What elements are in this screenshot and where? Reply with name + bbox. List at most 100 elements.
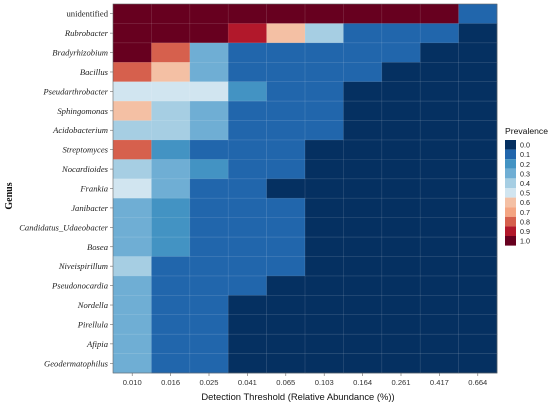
heatmap-cell (458, 159, 498, 180)
heatmap-cell (420, 275, 459, 296)
heatmap-cell (420, 120, 459, 141)
x-tick-label: 0.417 (430, 378, 449, 387)
heatmap-cell (420, 81, 459, 102)
heatmap-cell (151, 198, 191, 218)
heatmap-cell (228, 4, 267, 24)
heatmap-cell (420, 42, 459, 63)
heatmap-cell (305, 4, 344, 24)
heatmap-cell (343, 120, 383, 141)
heatmap-cell (458, 256, 498, 277)
heatmap-cell (189, 23, 229, 44)
heatmap-cell (458, 23, 498, 44)
heatmap-cell (420, 217, 459, 238)
y-tick-label: Nordella (77, 300, 108, 310)
heatmap-cell (343, 295, 383, 316)
heatmap-cell (266, 42, 306, 63)
heatmap-cell (343, 217, 383, 238)
heatmap-cell (343, 237, 383, 257)
heatmap-cell (113, 159, 152, 180)
heatmap-cell (305, 23, 344, 44)
x-tick-label: 0.016 (161, 378, 180, 387)
heatmap-cell (228, 217, 267, 238)
heatmap-cell (343, 159, 383, 180)
heatmap-cell (420, 256, 459, 277)
heatmap-cell (189, 101, 229, 121)
heatmap-cell (189, 314, 229, 335)
heatmap-cell (381, 101, 421, 121)
heatmap-cell (381, 42, 421, 63)
legend-title: Prevalence (505, 126, 548, 136)
heatmap-cell (189, 178, 229, 199)
heatmap-cell (381, 295, 421, 316)
heatmap-cell (151, 159, 191, 180)
heatmap-cell (420, 314, 459, 335)
heatmap-cell (305, 217, 344, 238)
heatmap-cell (381, 198, 421, 218)
y-tick-label: Pirellula (77, 319, 108, 329)
heatmap-cell (458, 237, 498, 257)
legend-swatch (505, 207, 516, 217)
heatmap-cell (266, 101, 306, 121)
heatmap-cell (381, 314, 421, 335)
heatmap-cell (151, 101, 191, 121)
heatmap-cell (420, 159, 459, 180)
heatmap-cell (151, 178, 191, 199)
heatmap-cell (189, 159, 229, 180)
legend-swatch (505, 236, 516, 246)
y-tick-label: Nocardioides (61, 164, 109, 174)
heatmap-cell (189, 139, 229, 160)
heatmap-cell (266, 295, 306, 316)
heatmap-cell (266, 353, 306, 374)
heatmap-cell (228, 42, 267, 63)
heatmap-cell (381, 353, 421, 374)
heatmap-cell (113, 178, 152, 199)
heatmap-cell (151, 23, 191, 44)
heatmap-cell (305, 275, 344, 296)
heatmap-cell (420, 237, 459, 257)
heatmap-cell (458, 334, 498, 354)
heatmap-cell (151, 237, 191, 257)
heatmap-cell (305, 295, 344, 316)
heatmap-cell (189, 42, 229, 63)
y-tick-label: Geodermatophilus (44, 358, 109, 368)
heatmap-cell (381, 62, 421, 82)
heatmap-cell (266, 62, 306, 82)
heatmap-cell (189, 120, 229, 141)
heatmap-cell (381, 159, 421, 180)
x-tick-label: 0.025 (199, 378, 218, 387)
heatmap-cell (151, 295, 191, 316)
heatmap-cell (228, 275, 267, 296)
heatmap-cell (458, 139, 498, 160)
heatmap-cell (420, 295, 459, 316)
heatmap-cell (381, 275, 421, 296)
heatmap-cell (189, 62, 229, 82)
y-tick-label: Bosea (87, 242, 108, 252)
heatmap-cell (381, 120, 421, 141)
heatmap-cell (228, 23, 267, 44)
legend-label: 1.0 (520, 237, 530, 246)
heatmap-cell (343, 256, 383, 277)
heatmap-cell (305, 81, 344, 102)
heatmap-cell (458, 217, 498, 238)
legend-label: 0.5 (520, 189, 530, 198)
heatmap-cell (266, 256, 306, 277)
heatmap-cell (113, 23, 152, 44)
legend-swatch (505, 197, 516, 208)
heatmap-cell (343, 81, 383, 102)
heatmap-cell (381, 334, 421, 354)
heatmap-cell (420, 353, 459, 374)
heatmap-cell (381, 217, 421, 238)
x-tick-label: 0.041 (238, 378, 257, 387)
legend-swatch (505, 216, 516, 227)
heatmap-cell (458, 178, 498, 199)
legend-label: 0.7 (520, 208, 530, 217)
heatmap-cell (266, 120, 306, 141)
heatmap-cell (420, 62, 459, 82)
legend-swatch (505, 140, 516, 150)
heatmap-cell (420, 23, 459, 44)
legend-label: 0.4 (520, 179, 530, 188)
heatmap-cell (151, 256, 191, 277)
heatmap-cell (343, 139, 383, 160)
heatmap-cell (305, 334, 344, 354)
